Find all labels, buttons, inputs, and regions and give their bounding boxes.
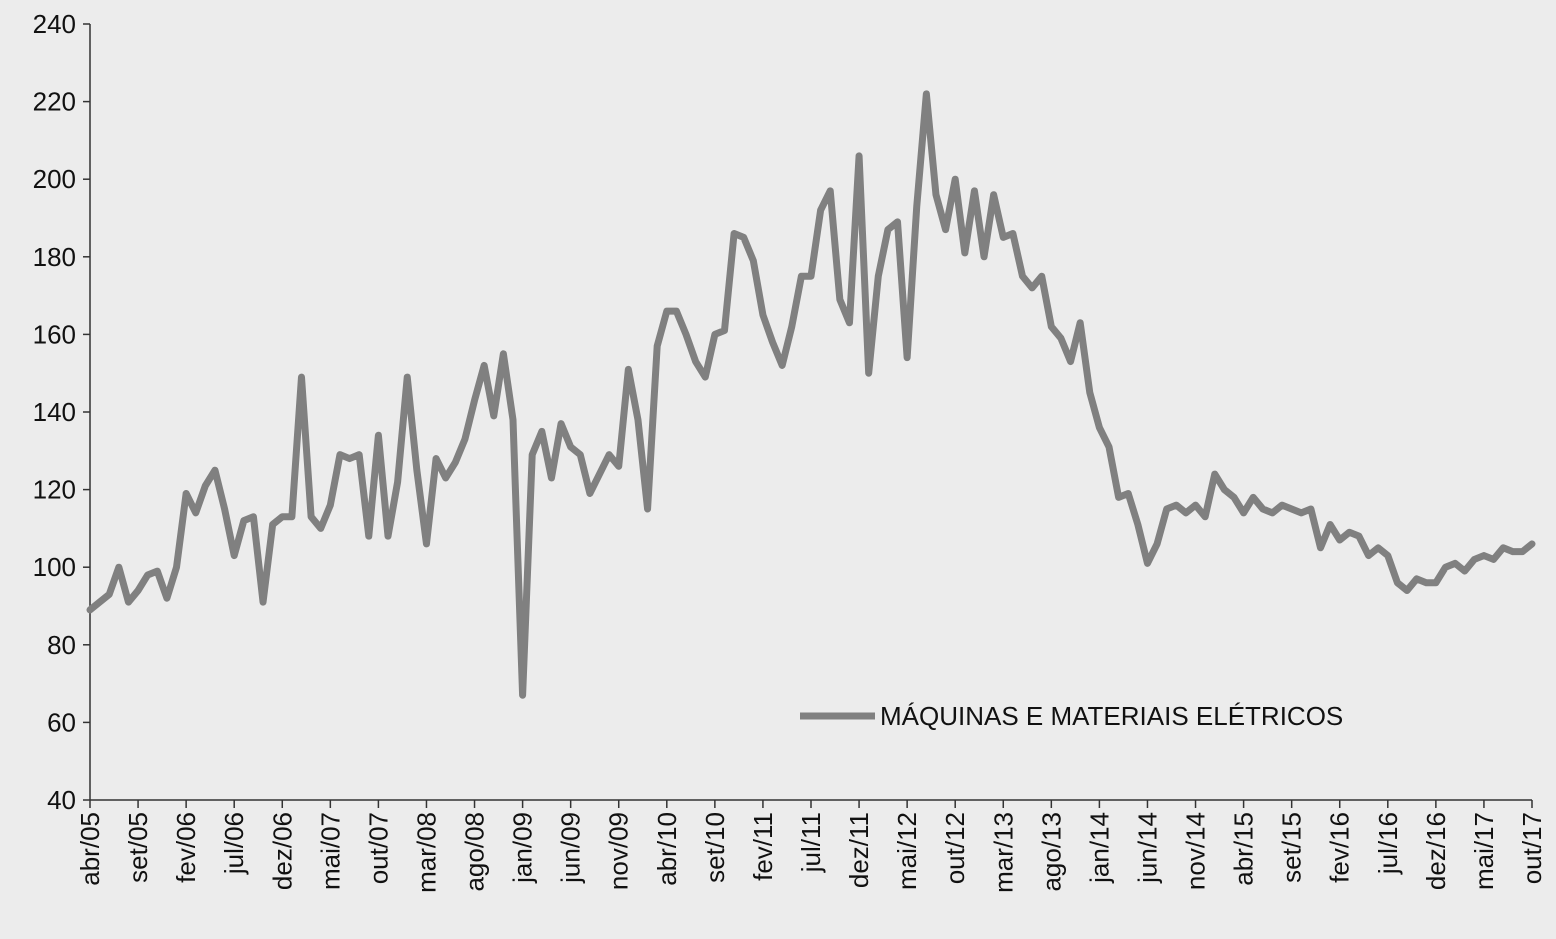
x-tick-label: set/05	[123, 812, 153, 883]
x-tick-label: jan/09	[508, 812, 538, 884]
x-tick-label: ago/08	[460, 812, 490, 892]
x-tick-label: out/17	[1517, 812, 1547, 884]
y-tick-label: 180	[33, 242, 76, 272]
y-tick-label: 140	[33, 397, 76, 427]
y-tick-label: 220	[33, 87, 76, 117]
data-line	[86, 90, 1536, 699]
x-tick-label: abr/10	[652, 812, 682, 886]
y-tick-label: 40	[47, 785, 76, 815]
x-tick-label: mai/12	[892, 812, 922, 890]
x-tick-label: mar/13	[988, 812, 1018, 893]
x-tick-label: out/07	[363, 812, 393, 884]
x-tick-label: out/12	[940, 812, 970, 884]
x-tick-label: nov/14	[1181, 812, 1211, 890]
y-tick-label: 200	[33, 164, 76, 194]
x-tick-label: ago/13	[1036, 812, 1066, 892]
x-tick-label: mai/17	[1469, 812, 1499, 890]
x-tick-label: jun/09	[556, 812, 586, 884]
y-tick-label: 160	[33, 319, 76, 349]
x-tick-label: nov/09	[604, 812, 634, 890]
y-tick-label: 240	[33, 9, 76, 39]
x-tick-label: fev/06	[171, 812, 201, 883]
x-tick-label: jul/16	[1373, 812, 1403, 875]
x-tick-label: jun/14	[1132, 812, 1162, 884]
x-tick-label: jan/14	[1084, 812, 1114, 884]
y-tick-label: 60	[47, 707, 76, 737]
x-tick-label: jul/06	[219, 812, 249, 875]
x-tick-label: dez/11	[844, 812, 874, 888]
x-tick-label: abr/15	[1229, 812, 1259, 886]
x-tick-label: mai/07	[315, 812, 345, 890]
x-tick-label: set/15	[1277, 812, 1307, 883]
x-tick-label: fev/11	[748, 812, 778, 881]
x-tick-label: abr/05	[75, 812, 105, 886]
x-tick-label: dez/06	[267, 812, 297, 890]
x-tick-label: mar/08	[411, 812, 441, 893]
y-tick-label: 120	[33, 475, 76, 505]
x-tick-label: dez/16	[1421, 812, 1451, 890]
y-tick-label: 80	[47, 630, 76, 660]
x-tick-label: set/10	[700, 812, 730, 883]
x-tick-label: jul/11	[796, 812, 826, 873]
legend-label: MÁQUINAS E MATERIAIS ELÉTRICOS	[880, 701, 1343, 731]
y-tick-label: 100	[33, 552, 76, 582]
x-tick-label: fev/16	[1325, 812, 1355, 883]
